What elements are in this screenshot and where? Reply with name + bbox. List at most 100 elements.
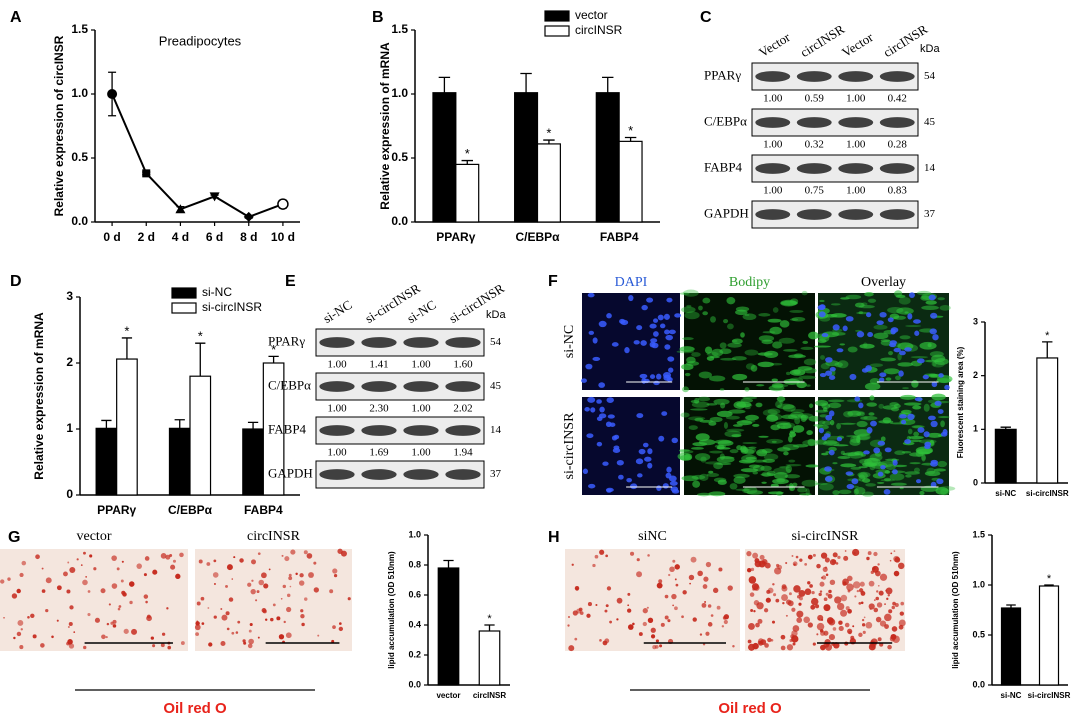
band (755, 71, 791, 82)
bar (1038, 585, 1060, 686)
y-tick-label: 0.5 (71, 150, 88, 164)
lipid-stain (924, 470, 941, 477)
lipid-stain (789, 298, 799, 305)
lipid-droplet (300, 614, 305, 619)
lipid-droplet (574, 637, 578, 641)
lipid-droplet (810, 604, 816, 610)
nucleus (666, 466, 672, 473)
lipid-droplet (798, 602, 802, 606)
lipid-stain (766, 414, 779, 422)
lipid-droplet (759, 554, 765, 560)
kda-value: 45 (490, 380, 502, 392)
lipid-droplet (850, 635, 855, 640)
lipid-stain (708, 421, 717, 426)
lipid-droplet (875, 616, 882, 623)
lipid-stain (776, 491, 783, 497)
lipid-droplet (780, 645, 786, 651)
lipid-droplet (308, 572, 314, 578)
lipid-stain (682, 386, 689, 393)
nucleus (849, 373, 857, 381)
lipid-stain (820, 355, 825, 360)
lipid-droplet (825, 643, 833, 651)
lane-label: Vector (756, 29, 793, 60)
lipid-stain (679, 346, 695, 352)
nucleus (938, 373, 944, 378)
lipid-droplet (280, 597, 283, 600)
bar (168, 427, 191, 496)
lipid-droplet (111, 555, 117, 561)
lipid-droplet (875, 570, 881, 577)
lipid-droplet (816, 622, 825, 631)
nucleus (846, 483, 855, 490)
lipid-droplet (825, 573, 829, 577)
lipid-droplet (885, 587, 893, 595)
bar (437, 567, 460, 686)
lipid-stain (740, 403, 753, 408)
lipid-droplet (51, 635, 54, 639)
micrograph (677, 396, 821, 497)
lipid-droplet (69, 605, 74, 610)
lipid-stain (806, 430, 813, 436)
lipid-droplet (876, 590, 879, 593)
micrograph (582, 396, 680, 495)
x-tick-label: circINSR (473, 691, 507, 700)
lipid-stain (782, 404, 796, 412)
lipid-stain (709, 375, 726, 382)
x-tick-label: PPARγ (436, 230, 475, 244)
lipid-droplet (160, 553, 167, 559)
lipid-droplet (642, 608, 648, 614)
lipid-droplet (636, 571, 643, 578)
lipid-stain (704, 346, 713, 354)
x-tick-label: C/EBPα (168, 503, 213, 517)
lipid-stain (785, 371, 791, 376)
lipid-stain (839, 422, 857, 425)
nucleus (817, 304, 826, 311)
lipid-droplet (707, 622, 713, 627)
lipid-droplet (854, 595, 857, 598)
lipid-stain (756, 384, 765, 387)
lipid-droplet (272, 603, 276, 607)
lipid-stain (856, 311, 870, 315)
bar (994, 428, 1017, 484)
nucleus (596, 399, 602, 404)
lipid-stain (783, 348, 798, 352)
lipid-droplet (843, 555, 849, 561)
lipid-droplet (239, 558, 244, 563)
nucleus (930, 420, 938, 428)
nucleus (928, 294, 936, 301)
panel-letter: F (548, 273, 558, 290)
y-tick-label: 0.0 (391, 214, 408, 228)
lipid-droplet (295, 572, 298, 576)
band (796, 209, 832, 220)
lipid-droplet (331, 639, 335, 643)
lipid-stain (742, 396, 758, 400)
nucleus (899, 350, 906, 356)
lipid-droplet (785, 562, 788, 565)
panel-letter: D (10, 273, 22, 290)
lipid-droplet (873, 551, 878, 557)
y-axis-label: Relative expression of mRNA (378, 42, 392, 210)
lipid-stain (760, 465, 772, 472)
bar (618, 140, 643, 223)
lipid-droplet (276, 616, 281, 621)
lipid-stain (745, 414, 759, 421)
lipid-stain (744, 406, 751, 410)
lipid-stain (729, 483, 738, 490)
lipid-droplet (836, 602, 845, 611)
lipid-droplet (773, 593, 777, 597)
nucleus (825, 370, 833, 376)
lipid-stain (790, 409, 805, 413)
lipid-stain (904, 311, 909, 314)
lipid-stain (702, 311, 708, 316)
lipid-droplet (152, 569, 158, 575)
lipid-stain (797, 366, 813, 371)
lipid-stain (777, 403, 795, 410)
lipid-stain (775, 400, 783, 409)
lipid-stain (869, 378, 881, 385)
lipid-stain (937, 297, 945, 301)
nucleus (866, 427, 873, 434)
protein-name: FABP4 (704, 159, 743, 174)
lipid-stain (735, 488, 751, 491)
lipid-stain (865, 483, 877, 487)
lipid-stain (732, 424, 743, 427)
